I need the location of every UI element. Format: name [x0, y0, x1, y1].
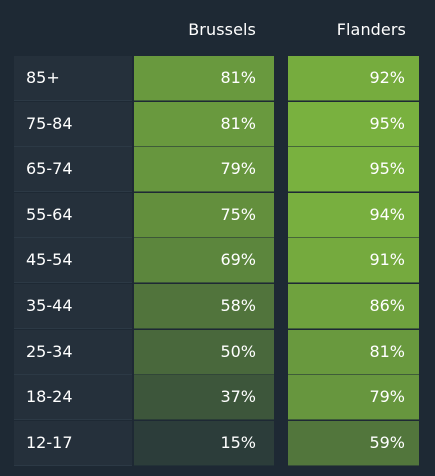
value-label: 58%	[220, 296, 256, 315]
heatmap-cell-flanders: 86%	[288, 284, 419, 329]
table-row: 25-34 50% 81%	[0, 329, 435, 375]
heatmap-cell-flanders: 79%	[288, 375, 419, 421]
column-header-flanders: Flanders	[336, 20, 406, 39]
value-label: 91%	[369, 250, 405, 270]
age-group-label: 65-74	[26, 159, 73, 179]
table-row: 18-24 37% 79%	[0, 375, 435, 421]
age-group-cell: 45-54	[14, 238, 132, 284]
heatmap-cell-brussels: 69%	[134, 238, 274, 284]
value-label: 37%	[220, 387, 256, 407]
table-row: 55-64 75% 94%	[0, 192, 435, 238]
table-row: 45-54 69% 91%	[0, 238, 435, 284]
value-label: 95%	[369, 113, 405, 133]
value-label: 86%	[369, 296, 405, 315]
value-label: 59%	[369, 432, 405, 452]
value-label: 79%	[369, 387, 405, 407]
heatmap-cell-brussels: 58%	[134, 284, 274, 329]
value-label: 81%	[220, 68, 256, 87]
table-row: 12-17 15% 59%	[0, 420, 435, 466]
value-label: 92%	[369, 68, 405, 87]
age-group-cell: 85+	[14, 56, 132, 101]
value-label: 15%	[220, 432, 256, 452]
age-group-label: 18-24	[26, 387, 73, 407]
age-group-cell: 35-44	[14, 284, 132, 329]
value-label: 75%	[220, 204, 256, 224]
age-group-cell: 75-84	[14, 101, 132, 147]
heatmap-cell-flanders: 94%	[288, 192, 419, 238]
heatmap-cell-flanders: 91%	[288, 238, 419, 284]
table-row: 85+ 81% 92%	[0, 56, 435, 101]
table-row: 75-84 81% 95%	[0, 101, 435, 147]
table-header: Brussels Flanders	[0, 0, 435, 56]
value-label: 69%	[220, 250, 256, 270]
heatmap-cell-flanders: 59%	[288, 420, 419, 466]
age-group-cell: 65-74	[14, 147, 132, 193]
heatmap-cell-brussels: 79%	[134, 147, 274, 193]
heatmap-cell-flanders: 92%	[288, 56, 419, 101]
age-group-label: 25-34	[26, 341, 73, 361]
value-label: 94%	[369, 204, 405, 224]
table-row: 35-44 58% 86%	[0, 284, 435, 329]
age-group-label: 75-84	[26, 113, 73, 133]
age-group-label: 55-64	[26, 204, 73, 224]
value-label: 50%	[220, 341, 256, 361]
value-label: 81%	[220, 113, 256, 133]
heatmap-cell-flanders: 95%	[288, 147, 419, 193]
age-group-label: 45-54	[26, 250, 73, 270]
age-group-label: 12-17	[26, 432, 73, 452]
heatmap-cell-brussels: 75%	[134, 192, 274, 238]
value-label: 79%	[220, 159, 256, 179]
age-group-cell: 12-17	[14, 420, 132, 466]
table-row: 65-74 79% 95%	[0, 147, 435, 193]
heatmap-cell-brussels: 50%	[134, 329, 274, 375]
heatmap-cell-flanders: 95%	[288, 101, 419, 147]
value-label: 81%	[369, 341, 405, 361]
age-group-cell: 18-24	[14, 375, 132, 421]
heatmap-cell-flanders: 81%	[288, 329, 419, 375]
heatmap-cell-brussels: 15%	[134, 420, 274, 466]
age-group-label: 35-44	[26, 296, 73, 315]
column-header-brussels: Brussels	[188, 20, 256, 39]
value-label: 95%	[369, 159, 405, 179]
heatmap-cell-brussels: 81%	[134, 101, 274, 147]
age-group-cell: 55-64	[14, 192, 132, 238]
heatmap-cell-brussels: 81%	[134, 56, 274, 101]
heatmap-cell-brussels: 37%	[134, 375, 274, 421]
age-group-label: 85+	[26, 68, 60, 87]
age-group-cell: 25-34	[14, 329, 132, 375]
